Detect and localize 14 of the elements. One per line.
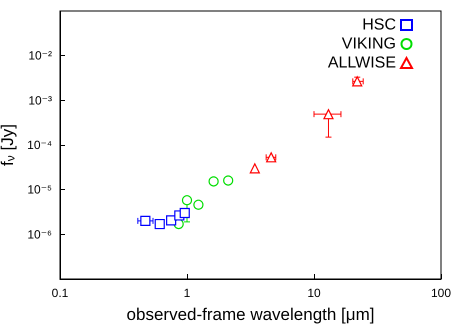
y-tick-label: 10⁻²	[28, 48, 52, 63]
x-tick-label: 100	[430, 286, 452, 300]
x-axis-title: observed-frame wavelength [μm]	[126, 305, 374, 324]
legend-label: ALLWISE	[328, 54, 396, 72]
legend-label: HSC	[362, 16, 396, 34]
y-tick-label: 10⁻⁴	[27, 138, 52, 152]
y-tick-label: 10⁻⁵	[27, 182, 52, 197]
y-tick-label: 10⁻³	[28, 93, 52, 108]
legend-label: VIKING	[342, 36, 396, 52]
x-tick-label: 0.1	[52, 286, 69, 300]
x-tick-label: 10	[307, 286, 321, 300]
y-tick-label: 10⁻⁶	[27, 227, 52, 242]
x-tick-label: 1	[184, 286, 191, 300]
y-axis-title: fν [Jy]	[0, 124, 18, 166]
